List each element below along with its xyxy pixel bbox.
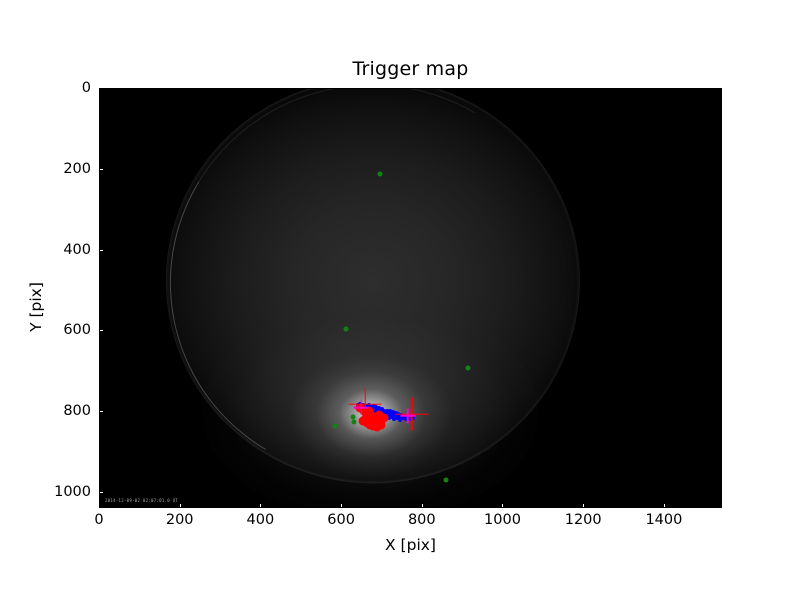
y-tick [99,168,103,170]
data-point-green [377,171,383,177]
data-point-blue [389,414,394,419]
x-tick-label: 200 [165,512,194,528]
data-point-green [465,365,471,371]
x-tick-label: 1400 [645,512,683,528]
y-tick [99,88,103,89]
crosshair-magenta-right-icon [400,408,416,424]
x-tick [260,504,262,508]
y-tick-label: 800 [63,403,91,420]
crosshair-left-icon [348,387,382,421]
data-point-blue [384,408,389,413]
data-point-blue [387,409,392,414]
camera-timestamp-overlay: 2014-12-09-02 02:07:01.0 UT [105,498,179,503]
data-point-blue [385,411,390,416]
data-point-blue [381,410,386,415]
x-tick-label: 400 [246,512,275,528]
data-point-blue [392,417,397,422]
data-point-blue [391,414,396,419]
x-tick [341,504,343,508]
data-point-blue [398,413,402,418]
data-point-green [332,423,338,429]
page-title: Trigger map [352,58,469,80]
data-point-blue [410,415,415,420]
plot-area[interactable]: 2014-12-09-02 02:07:01.0 UT [99,88,722,508]
y-tick [99,491,103,493]
data-point-blue [404,416,409,421]
x-tick [502,504,504,508]
y-tick-label: 1000 [54,483,91,500]
data-point-blue [395,415,400,420]
y-tick-label: 600 [63,322,91,339]
x-tick-label: 800 [407,512,436,528]
x-tick [179,504,181,508]
x-tick-label: 1000 [484,512,521,528]
y-tick [99,249,103,251]
data-point-green [343,326,349,332]
data-point-red [362,418,372,428]
data-point-blue [398,417,402,422]
data-point-green [351,419,357,425]
data-point-blue [389,411,394,416]
data-point-green [350,414,356,420]
x-tick-label: 0 [94,512,104,528]
x-tick [99,504,100,508]
x-tick-label: 1200 [564,512,602,528]
data-point-red [374,410,384,420]
x-axis-label: X [pix] [385,536,436,554]
crosshair-right-icon [395,397,429,431]
data-point-blue [364,403,369,408]
x-tick [583,504,585,508]
data-point-blue [402,414,407,419]
y-tick-labels: 0 200 400 600 800 1000 [0,0,91,600]
data-point-red [376,420,386,430]
crosshair-magenta-left-icon [353,399,369,415]
data-point-blue [400,416,405,421]
x-tick [663,504,665,508]
y-tick [99,330,103,332]
y-tick [99,411,103,413]
data-point-red [379,413,389,423]
data-point-blue [377,405,382,410]
x-tick-label: 600 [327,512,355,528]
y-tick-label: 200 [63,160,91,177]
y-axis-label: Y [pix] [27,282,45,332]
data-point-red [364,406,374,416]
y-tick-label: 0 [81,80,91,96]
x-tick [421,504,423,508]
data-point-green [443,477,449,483]
y-tick-label: 400 [63,241,91,258]
data-point-blue [380,406,385,411]
